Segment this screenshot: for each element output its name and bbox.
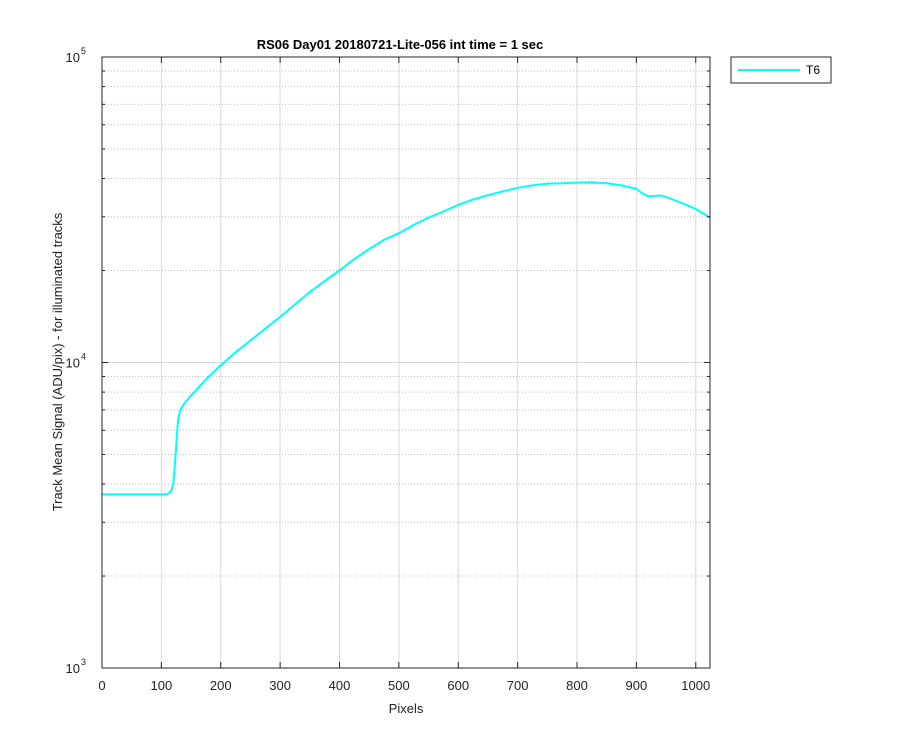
y-axis-label: Track Mean Signal (ADU/pix) - for illumi… xyxy=(50,212,65,511)
x-tick-label: 800 xyxy=(566,678,588,693)
x-tick-label: 300 xyxy=(269,678,291,693)
x-tick-label: 200 xyxy=(210,678,232,693)
x-tick-label: 600 xyxy=(447,678,469,693)
y-tick-exponent: 3 xyxy=(81,657,86,667)
x-tick-label: 700 xyxy=(507,678,529,693)
x-tick-label: 900 xyxy=(626,678,648,693)
y-tick-exponent: 4 xyxy=(81,352,86,362)
legend: T6 xyxy=(730,56,832,84)
grid-lines xyxy=(102,57,710,668)
y-tick-label: 10 xyxy=(66,50,80,65)
x-tick-label: 100 xyxy=(151,678,173,693)
x-tick-label: 500 xyxy=(388,678,410,693)
chart-title: RS06 Day01 20180721-Lite-056 int time = … xyxy=(257,37,544,52)
x-axis-label: Pixels xyxy=(389,701,424,716)
y-tick-exponent: 5 xyxy=(81,46,86,56)
y-tick-label: 10 xyxy=(66,356,80,371)
series-line-t6 xyxy=(102,181,711,496)
x-tick-label: 0 xyxy=(98,678,105,693)
y-tick-label: 10 xyxy=(66,661,80,676)
legend-label-t6: T6 xyxy=(806,63,820,77)
series-layer xyxy=(102,181,711,496)
x-tick-label: 400 xyxy=(329,678,351,693)
x-tick-label: 1000 xyxy=(681,678,710,693)
